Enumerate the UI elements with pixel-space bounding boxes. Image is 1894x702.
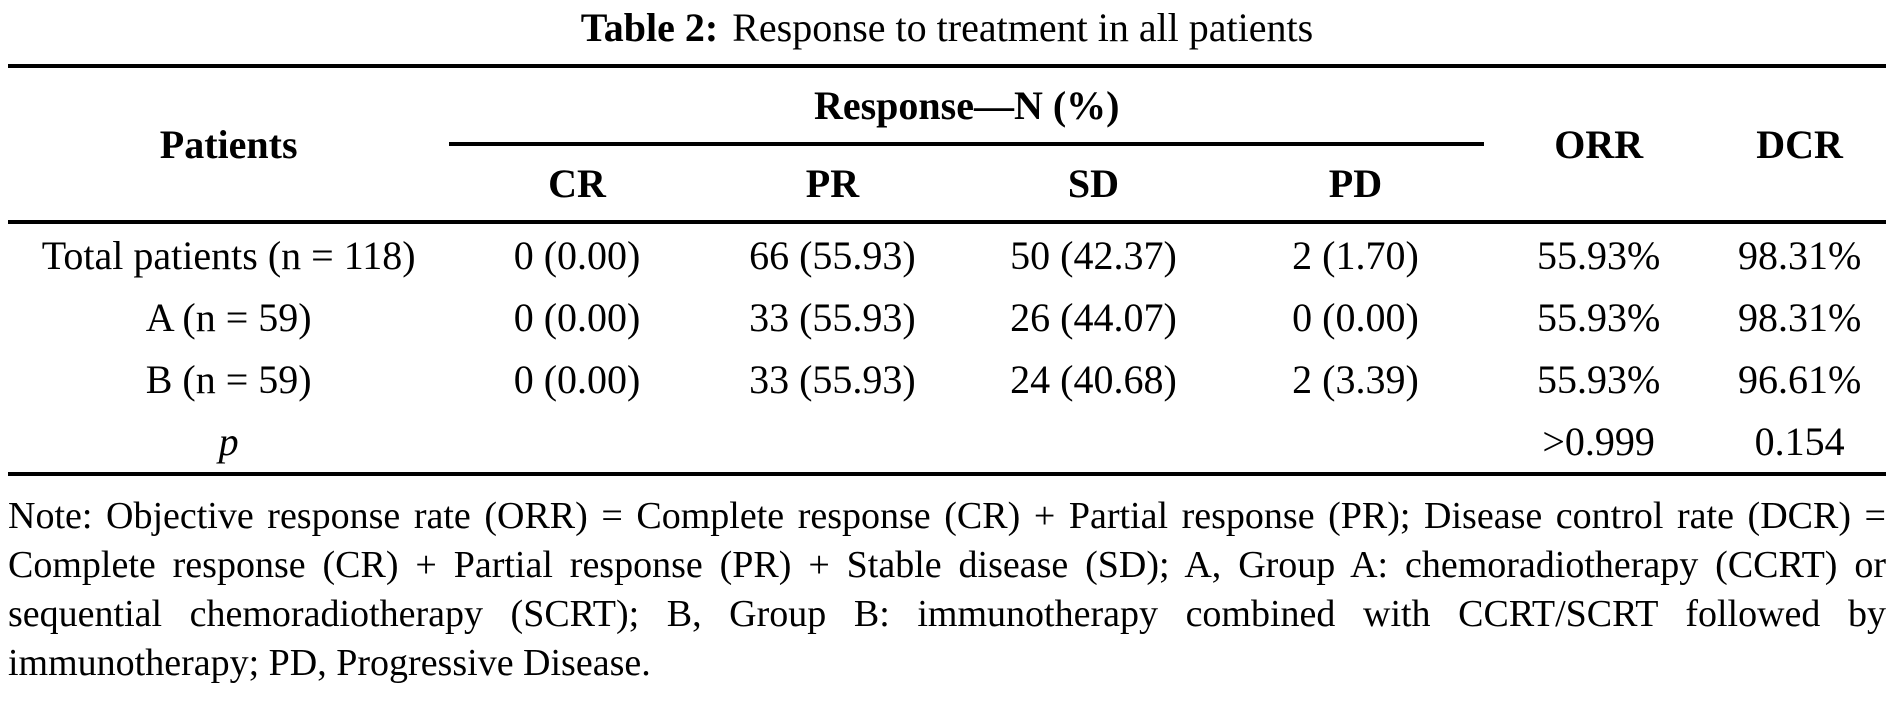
cr-cell [449,410,705,476]
column-group-header-response: Response—N (%) [449,66,1485,146]
table-row-group-a: A (n = 59) 0 (0.00) 33 (55.93) 26 (44.07… [8,286,1886,348]
table-row-p-value: p >0.999 0.154 [8,410,1886,476]
dcr-cell: 98.31% [1737,232,1862,278]
table-caption: Table 2: Response to treatment in all pat… [8,0,1886,50]
column-header-orr: ORR [1484,66,1714,224]
header-row-2: CR PR SD PD [8,144,1886,224]
table-caption-text: Response to treatment in all patients [732,5,1314,50]
patients-cell: p [8,410,450,476]
sd-cell: 26 (44.07) [1010,294,1177,340]
header-row-1: Patients Response—N (%) ORR DCR [8,66,1886,224]
orr-cell: 55.93% [1536,356,1661,402]
orr-cell: 55.93% [1536,294,1661,340]
sd-cell: 24 (40.68) [1010,356,1177,402]
dcr-cell: 0.154 [1713,410,1886,476]
column-header-pr: PR [704,144,961,224]
column-header-dcr: DCR [1713,66,1886,224]
pd-cell: 2 (1.70) [1292,232,1419,278]
patients-cell: B (n = 59) [145,356,312,402]
patients-cell: A (n = 59) [145,294,312,340]
column-header-pd: PD [1226,144,1485,224]
cr-cell: 0 (0.00) [513,356,641,402]
pd-cell: 0 (0.00) [1292,294,1419,340]
sd-cell [960,410,1227,476]
pr-cell [704,410,961,476]
pr-cell: 66 (55.93) [749,232,916,278]
sd-cell: 50 (42.37) [1010,232,1177,278]
dcr-cell: 98.31% [1737,294,1862,340]
table-caption-label: Table 2: [580,5,719,50]
pr-cell: 33 (55.93) [749,294,916,340]
patients-cell: Total patients (n = 118) [41,232,416,278]
dcr-cell: 96.61% [1737,356,1862,402]
pd-cell: 2 (3.39) [1292,356,1419,402]
column-header-patients: Patients [8,66,450,224]
table-row-total-patients: Total patients (n = 118) 0 (0.00) 66 (55… [8,222,1886,286]
cr-cell: 0 (0.00) [513,294,641,340]
orr-cell: 55.93% [1536,232,1661,278]
table-row-group-b: B (n = 59) 0 (0.00) 33 (55.93) 24 (40.68… [8,348,1886,410]
pr-cell: 33 (55.93) [749,356,916,402]
results-table: Patients Response—N (%) ORR DCR CR PR SD… [8,64,1886,476]
pd-cell [1226,410,1485,476]
table-footnote: Note: Objective response rate (ORR) = Co… [8,495,1886,684]
orr-cell: >0.999 [1484,410,1714,476]
column-header-sd: SD [960,144,1227,224]
cr-cell: 0 (0.00) [513,232,641,278]
column-header-cr: CR [449,144,705,224]
